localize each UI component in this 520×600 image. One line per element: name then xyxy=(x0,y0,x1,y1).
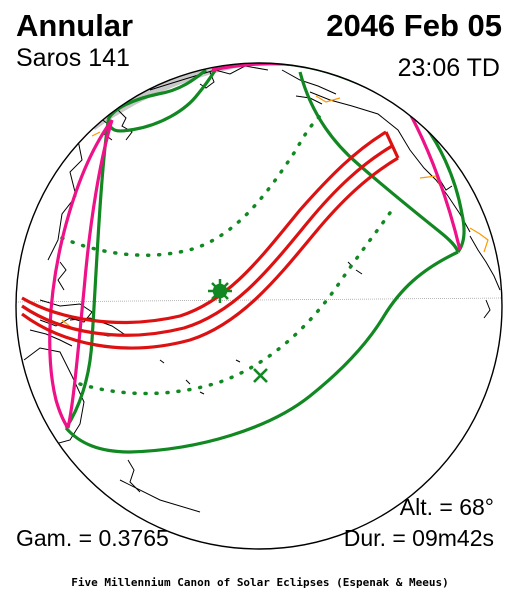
eclipse-type-title: Annular xyxy=(16,8,134,43)
night-shade xyxy=(16,63,502,140)
eclipse-date: 2046 Feb 05 xyxy=(326,8,502,43)
eclipse-time: 23:06 TD xyxy=(397,54,500,82)
equator-line xyxy=(16,297,502,303)
greatest-eclipse-star-marker xyxy=(208,279,232,303)
magnitude-curves xyxy=(60,114,394,396)
sub-solar-cross-marker xyxy=(253,368,268,383)
duration-value: Dur. = 09m42s xyxy=(343,525,494,551)
globe-outline xyxy=(15,62,503,550)
sun-altitude: Alt. = 68° xyxy=(399,494,494,520)
gamma-value: Gam. = 0.3765 xyxy=(16,525,169,551)
footer-credit: Five Millennium Canon of Solar Eclipses … xyxy=(71,576,449,589)
saros-label: Saros 141 xyxy=(16,44,130,72)
penumbra-limits xyxy=(64,63,466,454)
central-path xyxy=(21,130,400,350)
